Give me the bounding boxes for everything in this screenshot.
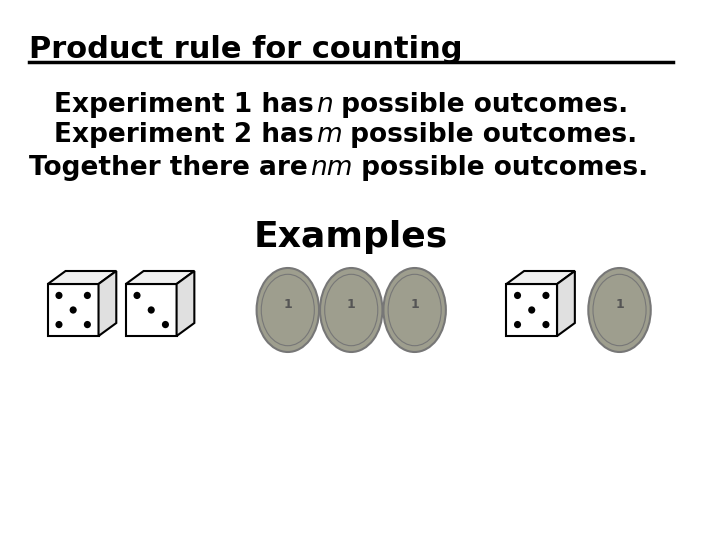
Circle shape [514,321,521,328]
Text: Experiment 2 has: Experiment 2 has [54,122,323,148]
Circle shape [528,306,535,314]
Circle shape [542,321,549,328]
Circle shape [514,292,521,299]
Ellipse shape [588,268,651,352]
Ellipse shape [256,268,319,352]
Text: nm: nm [310,155,353,181]
Text: Experiment 1 has: Experiment 1 has [54,92,323,118]
Text: n: n [316,92,333,118]
Circle shape [542,292,549,299]
Circle shape [70,306,77,314]
Text: 1: 1 [410,299,419,312]
Text: possible outcomes.: possible outcomes. [341,122,637,148]
Polygon shape [126,271,194,284]
Ellipse shape [320,268,382,352]
Circle shape [55,321,63,328]
Text: possible outcomes.: possible outcomes. [333,92,629,118]
Circle shape [84,321,91,328]
Polygon shape [99,271,117,336]
Polygon shape [48,284,99,336]
Circle shape [133,292,140,299]
Circle shape [55,292,63,299]
Text: 1: 1 [347,299,356,312]
Polygon shape [176,271,194,336]
Text: Examples: Examples [254,220,449,254]
Polygon shape [126,284,176,336]
Text: Product rule for counting: Product rule for counting [30,35,463,64]
Text: 1: 1 [615,299,624,312]
Circle shape [162,321,169,328]
Text: possible outcomes.: possible outcomes. [351,155,648,181]
Polygon shape [557,271,575,336]
Circle shape [148,306,155,314]
Polygon shape [48,271,117,284]
Text: Together there are: Together there are [30,155,317,181]
Ellipse shape [384,268,446,352]
Text: 1: 1 [284,299,292,312]
Polygon shape [506,271,575,284]
Circle shape [84,292,91,299]
Polygon shape [506,284,557,336]
Text: m: m [316,122,341,148]
